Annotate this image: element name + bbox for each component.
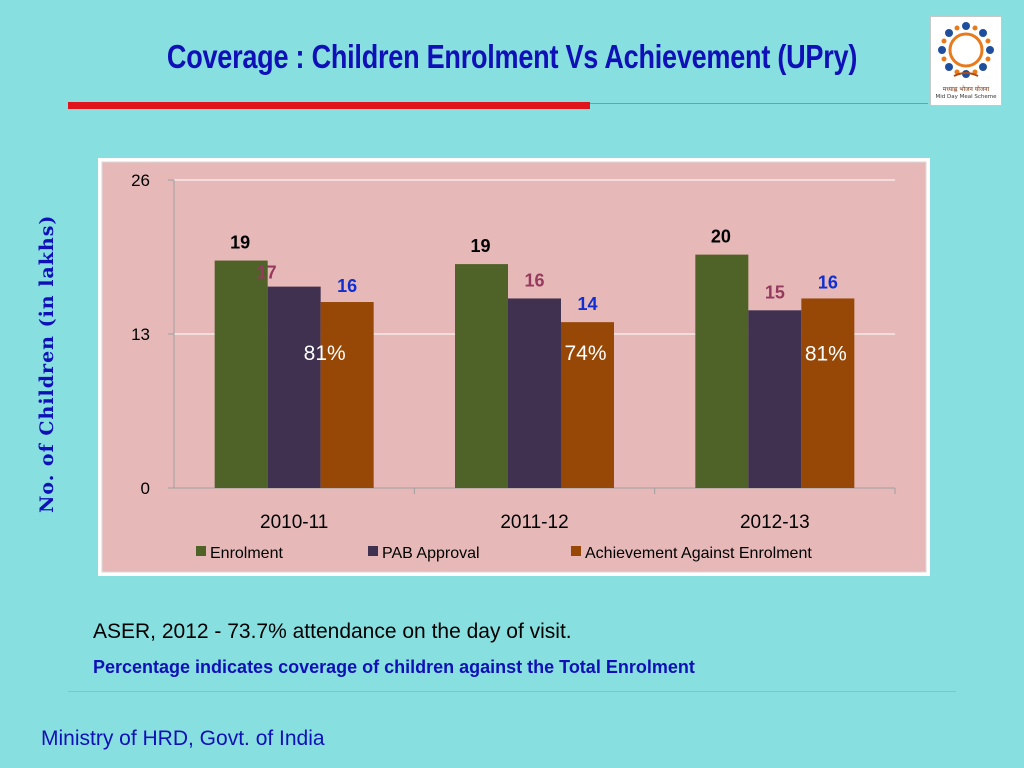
slide-title: Coverage : Children Enrolment Vs Achieve…	[166, 38, 858, 75]
footer-divider	[68, 691, 956, 692]
percentage-label: 81%	[805, 342, 847, 365]
legend-swatch	[571, 546, 581, 556]
y-tick-label: 0	[141, 479, 150, 498]
bar-achievement-against-enrolment	[801, 298, 855, 488]
legend-label: PAB Approval	[382, 545, 480, 562]
logo-english-text: Mid Day Meal Scheme	[935, 94, 997, 100]
x-tick-label: 2011-12	[500, 512, 568, 533]
data-label: 15	[765, 282, 785, 302]
percentage-label: 74%	[564, 342, 606, 365]
chart-frame: 0 13 26 19 17 16 81% 2010-11 19 16 14 74% 2011-12 20 1…	[98, 158, 930, 576]
data-label: 16	[337, 276, 357, 296]
bar-achievement-against-enrolment	[561, 322, 614, 488]
data-label: 20	[711, 227, 731, 247]
bar-pab-approval	[748, 310, 802, 488]
legend-swatch	[196, 546, 206, 556]
y-tick-label: 26	[131, 171, 150, 190]
legend-label: Enrolment	[210, 545, 283, 562]
mdm-scheme-logo: मध्याह्न भोजन योजना Mid Day Meal Scheme	[930, 16, 1002, 106]
bar-enrolment	[695, 254, 749, 488]
percentage-label: 81%	[304, 342, 346, 365]
title-underline-rule	[590, 103, 928, 104]
y-tick-label: 13	[131, 325, 150, 344]
data-label: 16	[818, 272, 838, 292]
bar-enrolment	[214, 260, 268, 488]
data-label: 19	[470, 236, 490, 256]
logo-hindi-text: मध्याह्न भोजन योजना	[942, 86, 990, 93]
bar-pab-approval	[267, 286, 321, 488]
data-label: 16	[524, 270, 544, 290]
x-tick-label: 2012-13	[740, 512, 810, 533]
bar-enrolment	[455, 264, 508, 488]
logo-emblem-icon	[938, 22, 994, 78]
footer-ministry: Ministry of HRD, Govt. of India	[41, 727, 325, 750]
bar-chart: 0132619171681%2010-1119161474%2011-12201…	[101, 161, 927, 573]
data-label: 14	[577, 294, 597, 314]
legend-label: Achievement Against Enrolment	[585, 545, 812, 562]
x-tick-label: 2010-11	[260, 512, 328, 533]
data-label: 17	[257, 263, 277, 283]
legend-swatch	[368, 546, 378, 556]
bar-pab-approval	[508, 298, 561, 488]
bar-achievement-against-enrolment	[320, 302, 374, 488]
data-label: 19	[230, 233, 250, 253]
y-axis-title: No. of Children (in lakhs)	[36, 214, 58, 513]
aser-note: ASER, 2012 - 73.7% attendance on the day…	[93, 620, 572, 643]
percentage-note: Percentage indicates coverage of childre…	[93, 657, 695, 677]
title-underline-accent	[68, 102, 590, 109]
